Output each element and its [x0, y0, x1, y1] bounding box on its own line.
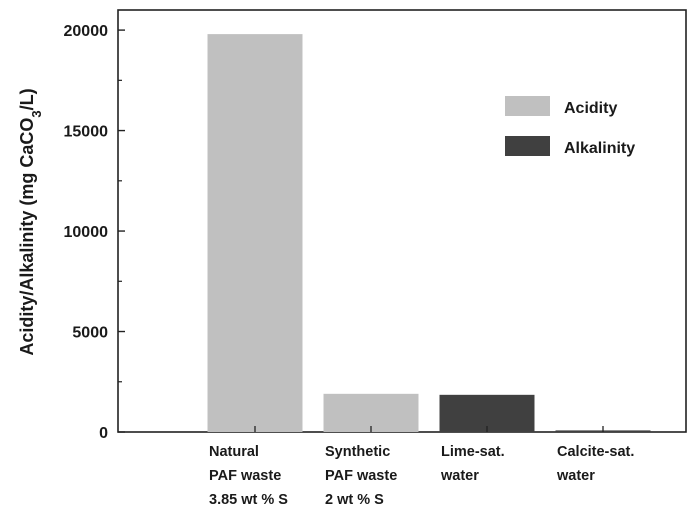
x-tick-label: PAF waste	[209, 468, 281, 484]
x-tick-label: Synthetic	[325, 444, 390, 460]
bar-acidity-1	[323, 393, 419, 432]
y-axis-ticks: 0 5000 10000 15000 20000	[64, 23, 125, 442]
x-tick-label: 3.85 wt % S	[209, 492, 288, 508]
legend-label-alkalinity: Alkalinity	[564, 140, 635, 157]
y-axis-label: Acidity/Alkalinity (mg CaCO3/L)	[17, 88, 44, 355]
y-tick-label: 5000	[72, 325, 108, 342]
x-tick-label: Natural	[209, 444, 259, 460]
y-axis-label-subscript: 3	[29, 110, 44, 117]
legend: Acidity Alkalinity	[505, 96, 635, 157]
legend-swatch-alkalinity	[505, 136, 550, 156]
bar-alkalinity-2	[439, 394, 535, 432]
x-tick-label: Lime-sat.	[441, 444, 505, 460]
plot-border	[117, 9, 687, 433]
y-tick-label: 10000	[64, 224, 109, 241]
y-tick-label: 0	[99, 425, 108, 442]
x-tick-label: PAF waste	[325, 468, 397, 484]
bar-acidity-0	[207, 34, 303, 432]
x-axis-ticks: Natural PAF waste 3.85 wt % S Synthetic PAF …	[209, 426, 634, 508]
x-tick-label: water	[556, 468, 595, 484]
x-tick-label: Calcite-sat.	[557, 444, 634, 460]
x-tick-label: water	[440, 468, 479, 484]
x-tick-label: 2 wt % S	[325, 492, 384, 508]
y-tick-label: 15000	[64, 124, 109, 141]
legend-label-acidity: Acidity	[564, 100, 617, 117]
legend-swatch-acidity	[505, 96, 550, 116]
y-tick-label: 20000	[64, 23, 109, 40]
y-axis-label-end: /L)	[17, 88, 37, 110]
bars	[207, 34, 651, 432]
y-axis-label-main: Acidity/Alkalinity (mg CaCO	[17, 118, 37, 356]
plot-frame	[117, 9, 687, 433]
